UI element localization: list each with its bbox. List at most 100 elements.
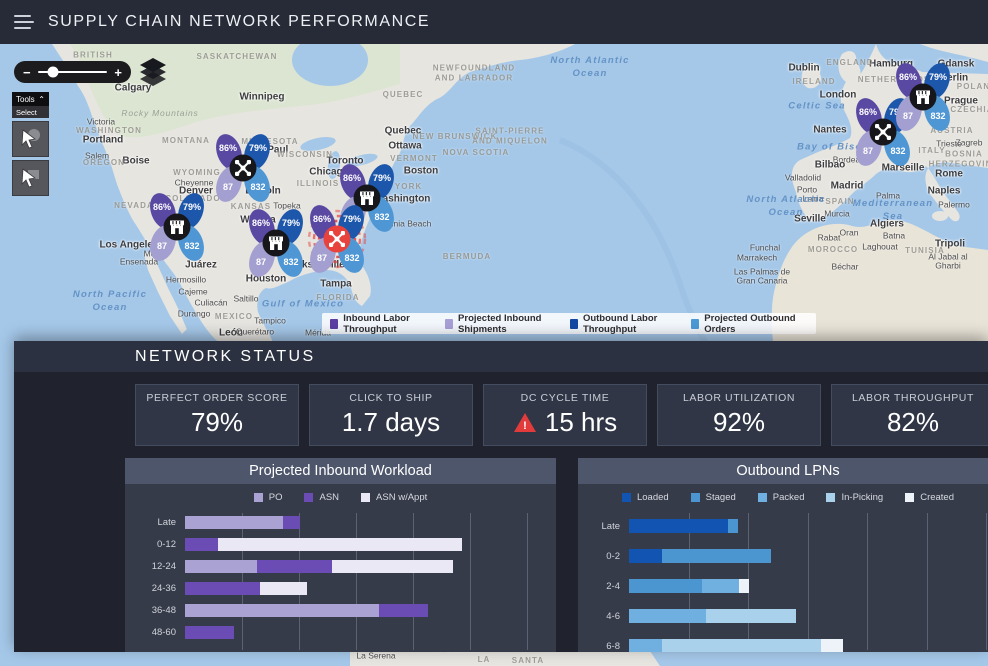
- map-marker-alert[interactable]: 86% 79% 87 832: [305, 202, 369, 276]
- bar-track: [185, 621, 556, 643]
- svg-text:832: 832: [250, 182, 265, 192]
- map-marker-warehouse[interactable]: 86% 79% 87 832: [244, 206, 308, 280]
- series-label: Staged: [705, 492, 736, 503]
- chart-row: Late: [578, 511, 988, 541]
- zoom-out-button[interactable]: −: [23, 64, 31, 80]
- select-circle-tool-button[interactable]: [12, 121, 49, 157]
- svg-text:86%: 86%: [313, 214, 331, 224]
- bar-segment-created[interactable]: [738, 579, 749, 593]
- bar-segment-asn[interactable]: [185, 537, 219, 551]
- category-label: Late: [157, 516, 177, 528]
- series-label: PO: [268, 492, 283, 503]
- kpi-value: 79%: [190, 407, 244, 437]
- zoom-slider-knob[interactable]: [47, 66, 59, 78]
- chart-row: Late: [125, 511, 556, 533]
- bar-track: [185, 599, 556, 621]
- chart-row: 0-2: [578, 541, 988, 571]
- bar-segment-po[interactable]: [185, 515, 284, 529]
- charts-row: Projected Inbound Workload PO ASN ASN w/…: [125, 458, 988, 652]
- map-marker-warehouse[interactable]: 86% 79% 87 832: [891, 60, 955, 134]
- menu-icon[interactable]: [14, 15, 34, 29]
- top-app-bar: SUPPLY CHAIN NETWORK PERFORMANCE: [0, 0, 988, 44]
- chart-row: 2-4: [578, 571, 988, 601]
- bar-segment-po[interactable]: [185, 559, 257, 573]
- legend-swatch: [330, 318, 339, 329]
- inbound-chart-legend: PO ASN ASN w/Appt: [125, 484, 556, 511]
- svg-text:832: 832: [344, 253, 359, 263]
- bar-segment-asn[interactable]: [185, 581, 261, 595]
- svg-text:86%: 86%: [219, 143, 237, 153]
- tools-label: Tools: [16, 94, 35, 104]
- series-label: ASN w/Appt: [376, 492, 428, 503]
- bar-segment-asn[interactable]: [379, 603, 429, 617]
- network-status-header: NETWORK STATUS: [14, 341, 988, 372]
- select-label: Select: [12, 106, 49, 118]
- chart-legend-item: Packed: [757, 492, 804, 503]
- map-legend: Inbound Labor Throughput Projected Inbou…: [322, 312, 816, 335]
- bar-segment-asn[interactable]: [256, 559, 333, 573]
- collapse-caret-icon: ⌃: [38, 94, 45, 104]
- category-label: 4-6: [606, 610, 620, 622]
- series-swatch: [905, 493, 915, 502]
- bar-segment-packed[interactable]: [629, 609, 706, 623]
- bar-segment-po[interactable]: [185, 603, 380, 617]
- warning-icon: !: [513, 413, 536, 432]
- map-layers-icon[interactable]: [138, 56, 168, 91]
- bar-segment-staged[interactable]: [629, 579, 702, 593]
- bar-segment-asn-w-appt[interactable]: [218, 537, 463, 551]
- bar-segment-created[interactable]: [820, 639, 844, 652]
- bar-segment-packed[interactable]: [701, 579, 739, 593]
- category-label: 0-12: [156, 538, 176, 550]
- chart-legend-item: In-Picking: [826, 492, 883, 503]
- bar-segment-asn-w-appt[interactable]: [332, 559, 453, 573]
- zoom-in-button[interactable]: +: [114, 64, 122, 80]
- svg-text:832: 832: [930, 111, 945, 121]
- map-zoom-control[interactable]: − +: [14, 61, 131, 83]
- bar-segment-asn-w-appt[interactable]: [260, 581, 307, 595]
- tools-header[interactable]: Tools ⌃: [12, 92, 49, 106]
- map-marker-hub[interactable]: 86% 79% 87 832: [211, 131, 275, 205]
- kpi-card: LABOR UTILIZATION 92%: [657, 384, 821, 446]
- map-marker-warehouse[interactable]: 86% 79% 87 832: [145, 190, 209, 264]
- kpi-value: 1.7 days: [341, 407, 441, 437]
- chart-row: 48-60: [125, 621, 556, 643]
- svg-text:86%: 86%: [343, 173, 361, 183]
- svg-text:79%: 79%: [249, 143, 267, 153]
- svg-text:87: 87: [223, 182, 233, 192]
- chart-row: 4-6: [578, 601, 988, 631]
- svg-text:79%: 79%: [373, 173, 391, 183]
- svg-text:832: 832: [184, 241, 199, 251]
- kpi-value: 82%: [886, 407, 940, 437]
- select-rectangle-tool-button[interactable]: [12, 160, 49, 196]
- series-label: In-Picking: [841, 492, 884, 503]
- bar-segment-in-picking[interactable]: [705, 609, 797, 623]
- series-swatch: [361, 493, 371, 502]
- network-status-title: NETWORK STATUS: [135, 347, 316, 365]
- category-label: 2-4: [606, 580, 620, 592]
- bar-segment-staged[interactable]: [727, 519, 738, 533]
- svg-text:87: 87: [157, 241, 167, 251]
- bar-segment-packed[interactable]: [629, 639, 662, 652]
- kpi-label: CLICK TO SHIP: [349, 392, 433, 404]
- map-legend-item: Outbound Labor Throughput: [569, 312, 691, 335]
- chart-legend-item: Staged: [690, 492, 736, 503]
- category-label: 48-60: [151, 626, 176, 638]
- bar-segment-loaded[interactable]: [629, 519, 728, 533]
- bar-segment-loaded[interactable]: [629, 549, 662, 563]
- bar-segment-in-picking[interactable]: [661, 639, 821, 652]
- bar-segment-staged[interactable]: [661, 549, 772, 563]
- bar-segment-asn[interactable]: [283, 515, 301, 529]
- legend-label: Outbound Labor Throughput: [582, 312, 658, 335]
- zoom-slider[interactable]: [37, 66, 108, 78]
- series-swatch: [253, 493, 263, 502]
- kpi-label: LABOR THROUGHPUT: [851, 392, 974, 404]
- category-label: 0-2: [606, 550, 620, 562]
- bar-segment-asn[interactable]: [185, 625, 235, 639]
- kpi-card: PERFECT ORDER SCORE 79%: [135, 384, 299, 446]
- svg-text:87: 87: [317, 253, 327, 263]
- kpi-value: 92%: [712, 407, 766, 437]
- category-label: 12-24: [151, 560, 176, 572]
- svg-text:832: 832: [890, 146, 905, 156]
- svg-text:87: 87: [863, 146, 873, 156]
- chart-legend-item: Loaded: [621, 492, 669, 503]
